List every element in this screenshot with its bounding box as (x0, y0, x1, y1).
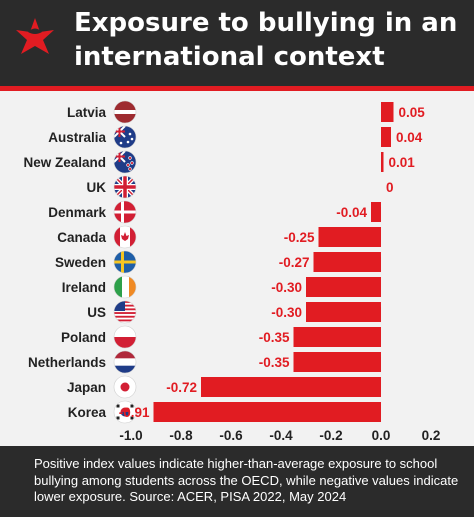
netherlands-flag-icon (113, 350, 137, 374)
bar (313, 252, 381, 272)
footnote: Positive index values indicate higher-th… (34, 456, 459, 504)
ireland-flag-icon (113, 275, 137, 299)
data-label: -0.30 (271, 280, 302, 295)
bar (306, 302, 381, 322)
category-label: Ireland (62, 280, 106, 295)
japan-flag-icon (113, 375, 137, 399)
latvia-flag-icon (113, 100, 137, 124)
data-label: -0.25 (284, 230, 315, 245)
data-label: 0.01 (389, 155, 416, 170)
data-label: -0.72 (166, 380, 197, 395)
bar (153, 402, 381, 422)
denmark-flag-icon (113, 200, 137, 224)
category-label: Japan (67, 380, 106, 395)
x-tick-label: -0.6 (219, 428, 243, 443)
bar (381, 127, 391, 147)
bullying-bar-chart: 0.05 0.04 0.01 0 -0.04 -0.25 -0.27 -0.30 -0.30 -0… (23, 100, 441, 443)
data-label: -0.35 (259, 330, 290, 345)
canada-flag-icon (113, 225, 137, 249)
category-label: Poland (61, 330, 106, 345)
x-tick-label: -0.8 (169, 428, 193, 443)
data-label: -0.35 (259, 355, 290, 370)
category-label: Australia (48, 130, 106, 145)
category-label: Netherlands (28, 355, 106, 370)
page-title: Exposure to bullying in an international… (74, 8, 458, 72)
data-label: 0.04 (396, 130, 423, 145)
footer-bar: Positive index values indicate higher-th… (0, 446, 474, 517)
bar (293, 352, 381, 372)
new-zealand-flag-icon (113, 150, 137, 174)
uk-flag-icon (113, 175, 137, 199)
data-label: 0 (386, 180, 394, 195)
category-label: Latvia (67, 105, 107, 120)
australia-flag-icon (113, 125, 137, 149)
sbs-logo-icon (16, 18, 54, 54)
bar (381, 152, 384, 172)
category-label: Denmark (48, 205, 106, 220)
bar (306, 277, 381, 297)
category-label: Canada (57, 230, 106, 245)
bar (201, 377, 381, 397)
title-divider (0, 86, 474, 91)
category-label: UK (87, 180, 107, 195)
bar (293, 327, 381, 347)
data-label: -0.04 (336, 205, 367, 220)
us-flag-icon (113, 300, 137, 324)
category-label: Korea (68, 405, 107, 420)
data-label: -0.27 (279, 255, 310, 270)
poland-flag-icon (113, 325, 137, 349)
category-label: US (87, 305, 106, 320)
bar (371, 202, 381, 222)
bar (381, 102, 394, 122)
x-tick-label: 0.2 (422, 428, 441, 443)
x-tick-label: -0.4 (269, 428, 293, 443)
header-bar: Exposure to bullying in an international… (0, 0, 474, 86)
bar (318, 227, 381, 247)
x-tick-label: -1.0 (119, 428, 142, 443)
data-label: -0.30 (271, 305, 302, 320)
category-label: Sweden (55, 255, 106, 270)
x-tick-label: 0.0 (372, 428, 391, 443)
korea-flag-icon (113, 400, 137, 424)
data-label: -0.91 (119, 405, 150, 420)
sweden-flag-icon (113, 250, 137, 274)
data-label: 0.05 (399, 105, 426, 120)
category-label: New Zealand (23, 155, 106, 170)
x-tick-label: -0.2 (319, 428, 342, 443)
